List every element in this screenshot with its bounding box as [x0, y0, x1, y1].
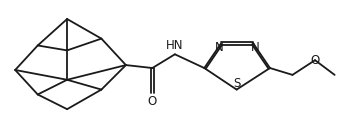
Text: N: N	[251, 41, 260, 54]
Text: N: N	[215, 41, 223, 54]
Text: O: O	[148, 95, 157, 108]
Text: HN: HN	[166, 39, 184, 52]
Text: O: O	[310, 54, 320, 67]
Text: S: S	[233, 77, 240, 90]
